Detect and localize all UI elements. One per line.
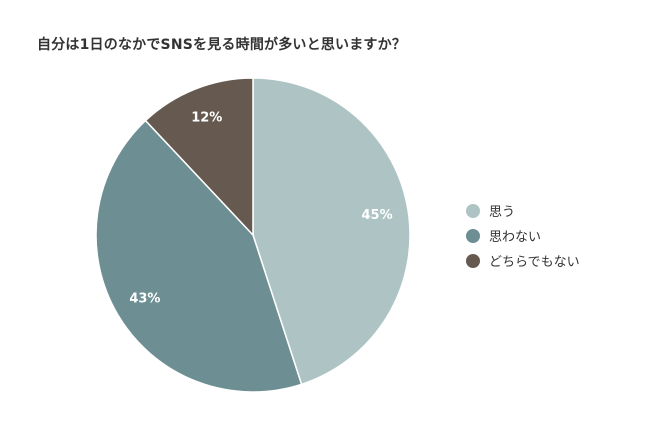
legend-swatch-omowanai [466,228,480,243]
legend-item-omou: 思う [466,198,580,223]
pie-slice-omowanai [95,119,303,393]
chart-legend: 思う 思わない どちらでもない [466,198,580,273]
legend-label-omowanai: 思わない [489,230,542,245]
legend-label-omou: 思う [489,205,516,220]
legend-swatch-omou [466,203,480,218]
legend-item-dochirademonai: どちらでもない [466,248,580,273]
legend-label-dochirademonai: どちらでもない [489,255,580,270]
slice-label-omou: 45% [361,208,392,223]
pie-slice-omou [252,77,411,386]
slice-label-omowanai: 43% [129,291,160,306]
slice-label-dochirademonai: 12% [191,111,222,126]
pie-slice-dochirademonai [144,77,254,237]
legend-swatch-dochirademonai [466,253,480,268]
chart-title: 自分は1日のなかでSNSを見る時間が多いと思いますか？ [37,37,407,53]
legend-item-omowanai: 思わない [466,223,580,248]
